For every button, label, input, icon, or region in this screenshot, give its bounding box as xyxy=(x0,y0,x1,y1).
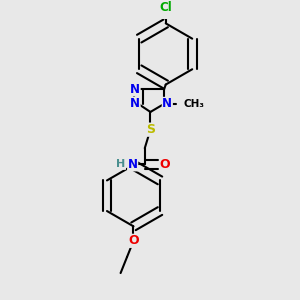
Text: O: O xyxy=(128,234,139,247)
Text: O: O xyxy=(160,158,170,171)
Text: CH₃: CH₃ xyxy=(183,99,204,109)
Text: S: S xyxy=(146,123,155,136)
Text: Cl: Cl xyxy=(159,1,172,14)
Text: N: N xyxy=(130,83,140,96)
Text: H: H xyxy=(116,159,125,169)
Text: N: N xyxy=(130,98,140,110)
Text: N: N xyxy=(162,98,172,110)
Text: N: N xyxy=(128,158,138,171)
